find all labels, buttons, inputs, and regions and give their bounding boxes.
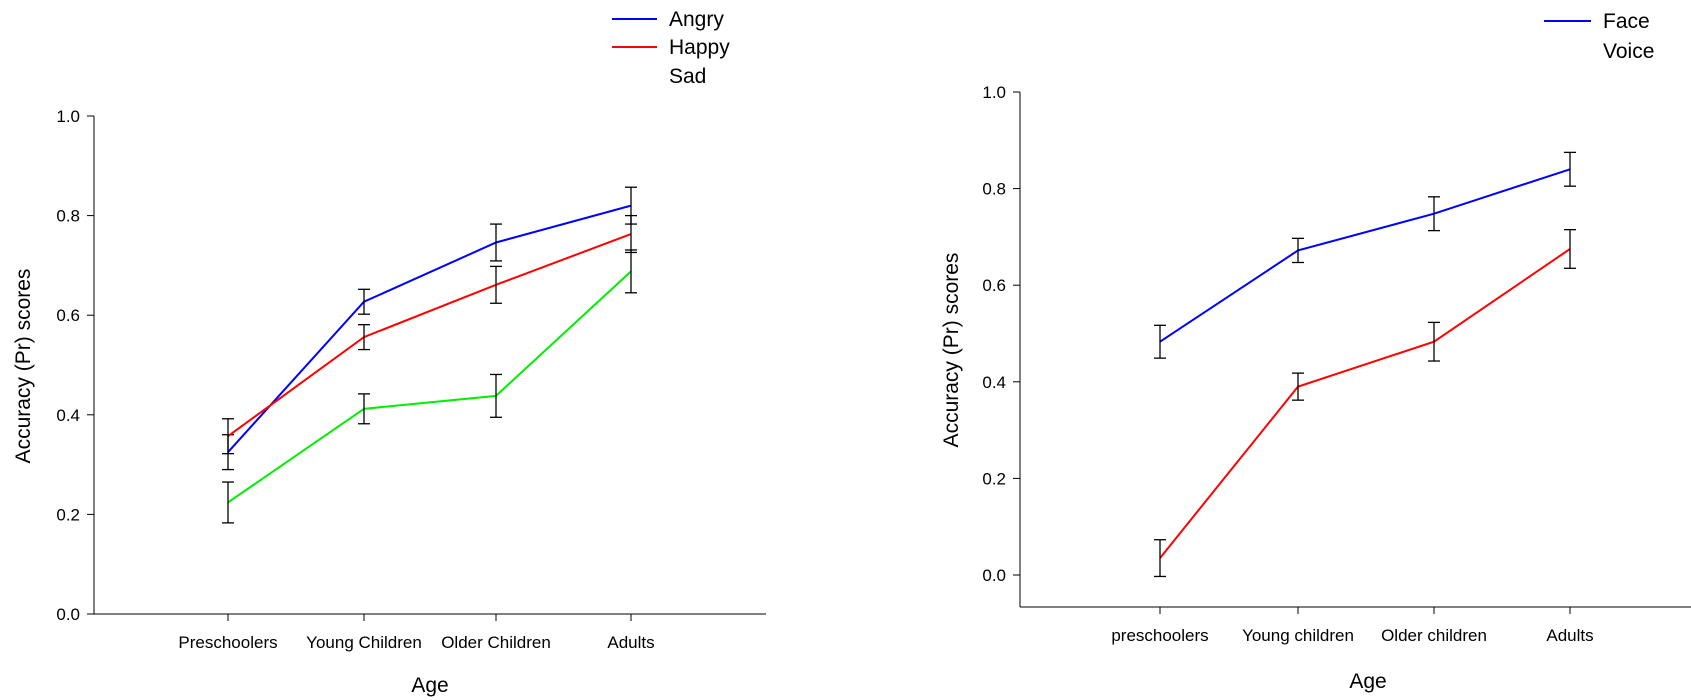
y-tick-label: 0.8: [982, 180, 1006, 199]
y-tick-label: 0.4: [56, 406, 80, 425]
error-bar-angry: [358, 288, 370, 315]
emotion-accuracy-chart: Angry Happy Sad 0.0 0.2 0.4 0.6 0.8 1.0 Presc…: [12, 8, 766, 697]
y-tick-label: 0.6: [56, 306, 80, 325]
error-bar-happy: [358, 324, 370, 351]
error-bar-happy: [222, 418, 234, 455]
error-bar-face: [1292, 237, 1304, 264]
x-tick-label: Older Children: [441, 633, 551, 652]
legend: Angry Happy Sad: [612, 8, 730, 88]
error-bar-face: [1428, 196, 1440, 232]
x-tick-label: Preschoolers: [178, 633, 277, 652]
legend-label-face: Face: [1603, 10, 1650, 33]
x-tick-label: Adults: [1546, 626, 1593, 645]
legend-label-angry: Angry: [669, 8, 724, 31]
y-tick-label: 1.0: [982, 83, 1006, 102]
legend-label-sad: Sad: [669, 65, 706, 88]
legend: Face Voice: [1544, 10, 1654, 63]
series-line-voice: [1159, 248, 1571, 559]
x-axis-title: Age: [1349, 670, 1386, 693]
error-bar-face: [1154, 324, 1166, 359]
error-bar-sad: [358, 393, 370, 425]
y-axis-title: Accuracy (Pr) scores: [940, 253, 963, 448]
y-tick-label: 0.6: [982, 276, 1006, 295]
series-line-angry: [227, 204, 632, 453]
error-bar-voice: [1292, 372, 1304, 401]
error-bar-happy: [625, 214, 637, 254]
y-tick-label: 0.0: [56, 605, 80, 624]
y-tick-label: 0.2: [982, 469, 1006, 488]
error-bar-sad: [625, 249, 637, 294]
y-tick-label: 1.0: [56, 107, 80, 126]
error-bar-sad: [490, 373, 502, 418]
modality-accuracy-chart: Face Voice 0.0 0.2 0.4 0.6 0.8 1.0 preschoole…: [940, 10, 1691, 693]
error-bar-voice: [1428, 321, 1440, 362]
x-tick-label: Young Children: [306, 633, 422, 652]
error-bar-face: [1564, 151, 1576, 187]
y-tick-label: 0.4: [982, 373, 1006, 392]
error-bar-voice: [1564, 229, 1576, 269]
y-axis-title: Accuracy (Pr) scores: [12, 269, 35, 464]
x-tick-label: preschoolers: [1111, 626, 1208, 645]
series-line-face: [1159, 168, 1571, 343]
x-tick-label: Adults: [607, 633, 654, 652]
x-axis-title: Age: [411, 674, 448, 697]
x-tick-label: Older children: [1381, 626, 1487, 645]
error-bar-happy: [490, 265, 502, 304]
legend-label-voice: Voice: [1603, 40, 1654, 63]
x-tick-label: Young children: [1242, 626, 1354, 645]
error-bar-voice: [1154, 539, 1166, 578]
series-line-happy: [227, 233, 632, 438]
error-bar-sad: [222, 481, 234, 524]
y-tick-label: 0.2: [56, 505, 80, 524]
y-tick-label: 0.8: [56, 207, 80, 226]
legend-label-happy: Happy: [669, 36, 730, 59]
error-bar-angry: [490, 223, 502, 262]
series-line-sad: [227, 270, 632, 504]
y-tick-label: 0.0: [982, 566, 1006, 585]
